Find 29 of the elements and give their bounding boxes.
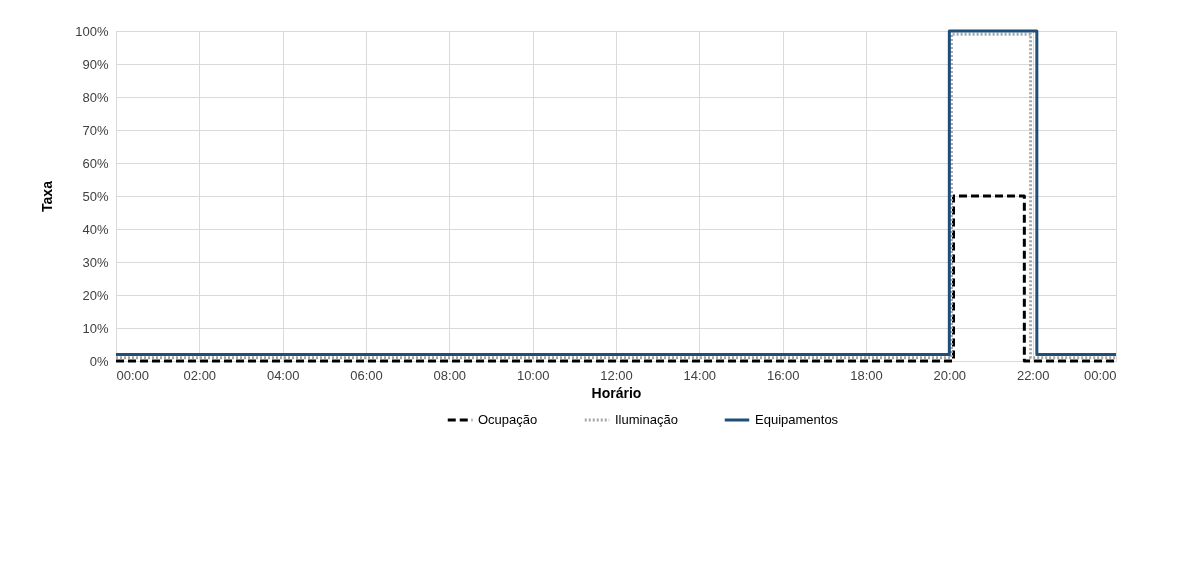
x-tick-label: 14:00 <box>683 367 717 383</box>
x-tick-label: 00:00 <box>116 367 150 383</box>
y-tick-label: 100% <box>75 23 109 39</box>
x-tick-label: 18:00 <box>850 367 883 383</box>
x-axis-title: Horário <box>591 384 642 401</box>
x-tick-label: 04:00 <box>266 367 300 383</box>
x-tick-label: 06:00 <box>350 367 383 383</box>
y-tick-label: 0% <box>89 353 109 369</box>
y-tick-label: 70% <box>82 122 109 138</box>
y-tick-label: 10% <box>82 320 109 336</box>
y-tick-label: 80% <box>82 89 109 105</box>
x-tick-label: 02:00 <box>183 367 217 383</box>
legend-label: Iluminação <box>615 412 678 427</box>
legend-label: Ocupação <box>478 412 538 427</box>
y-tick-label: 90% <box>82 56 109 72</box>
x-tick-label: 22:00 <box>1016 367 1050 383</box>
y-tick-label: 60% <box>82 155 109 171</box>
y-axis-title: Taxa <box>39 180 56 212</box>
x-tick-label: 16:00 <box>766 367 800 383</box>
y-tick-label: 50% <box>82 188 109 204</box>
x-tick-label: 20:00 <box>933 367 967 383</box>
y-tick-label: 30% <box>82 254 109 270</box>
y-tick-label: 20% <box>82 287 109 303</box>
legend-label: Equipamentos <box>755 412 839 427</box>
x-tick-label: 12:00 <box>600 367 633 383</box>
y-tick-label: 40% <box>82 221 109 237</box>
x-tick-label: 10:00 <box>516 367 550 383</box>
x-tick-label: 00:00 <box>1083 367 1117 383</box>
x-tick-label: 08:00 <box>433 367 467 383</box>
